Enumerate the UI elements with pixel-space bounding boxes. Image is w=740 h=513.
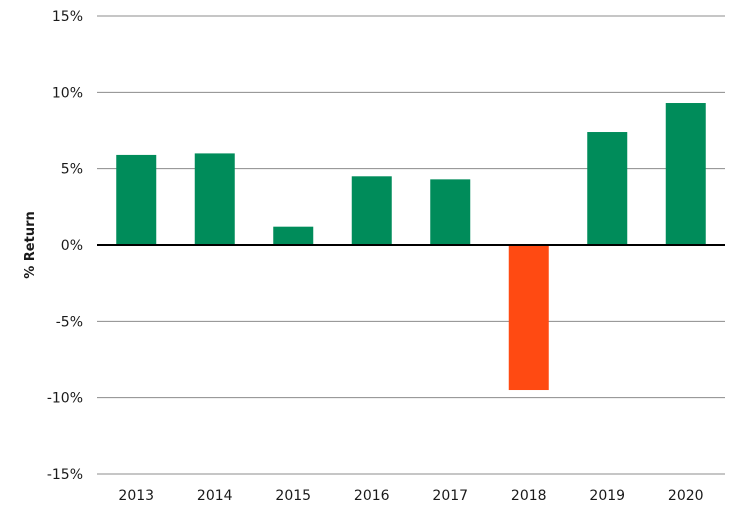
bar-2013 [116, 154, 157, 245]
x-axis-tick-labels: 2013 2014 2015 2016 2017 2018 2019 2020 [118, 488, 703, 504]
y-axis-title: % Return [23, 211, 38, 279]
bar-2019 [587, 132, 628, 245]
bar-2018 [508, 245, 549, 391]
bar-2020 [665, 103, 706, 246]
y-axis-tick-labels: 15% 10% 5% 0% -5% -10% -15% [47, 9, 83, 483]
bar-2015 [273, 226, 314, 245]
y-tick-label: 10% [52, 85, 83, 101]
x-tick-label: 2019 [589, 488, 625, 504]
x-tick-label: 2014 [197, 488, 233, 504]
x-tick-label: 2017 [432, 488, 468, 504]
y-tick-label: 15% [52, 9, 83, 25]
bar-2016 [351, 176, 392, 245]
y-tick-label: -15% [47, 467, 83, 483]
x-tick-label: 2018 [511, 488, 547, 504]
bars [116, 103, 706, 391]
x-tick-label: 2016 [354, 488, 390, 504]
y-tick-label: 5% [61, 162, 83, 178]
y-tick-label: 0% [61, 238, 83, 254]
y-tick-label: -10% [47, 391, 83, 407]
bar-2017 [430, 179, 471, 245]
x-tick-label: 2020 [668, 488, 704, 504]
y-tick-label: -5% [56, 314, 83, 330]
x-tick-label: 2015 [275, 488, 311, 504]
x-tick-label: 2013 [118, 488, 154, 504]
bar-2014 [194, 153, 235, 245]
